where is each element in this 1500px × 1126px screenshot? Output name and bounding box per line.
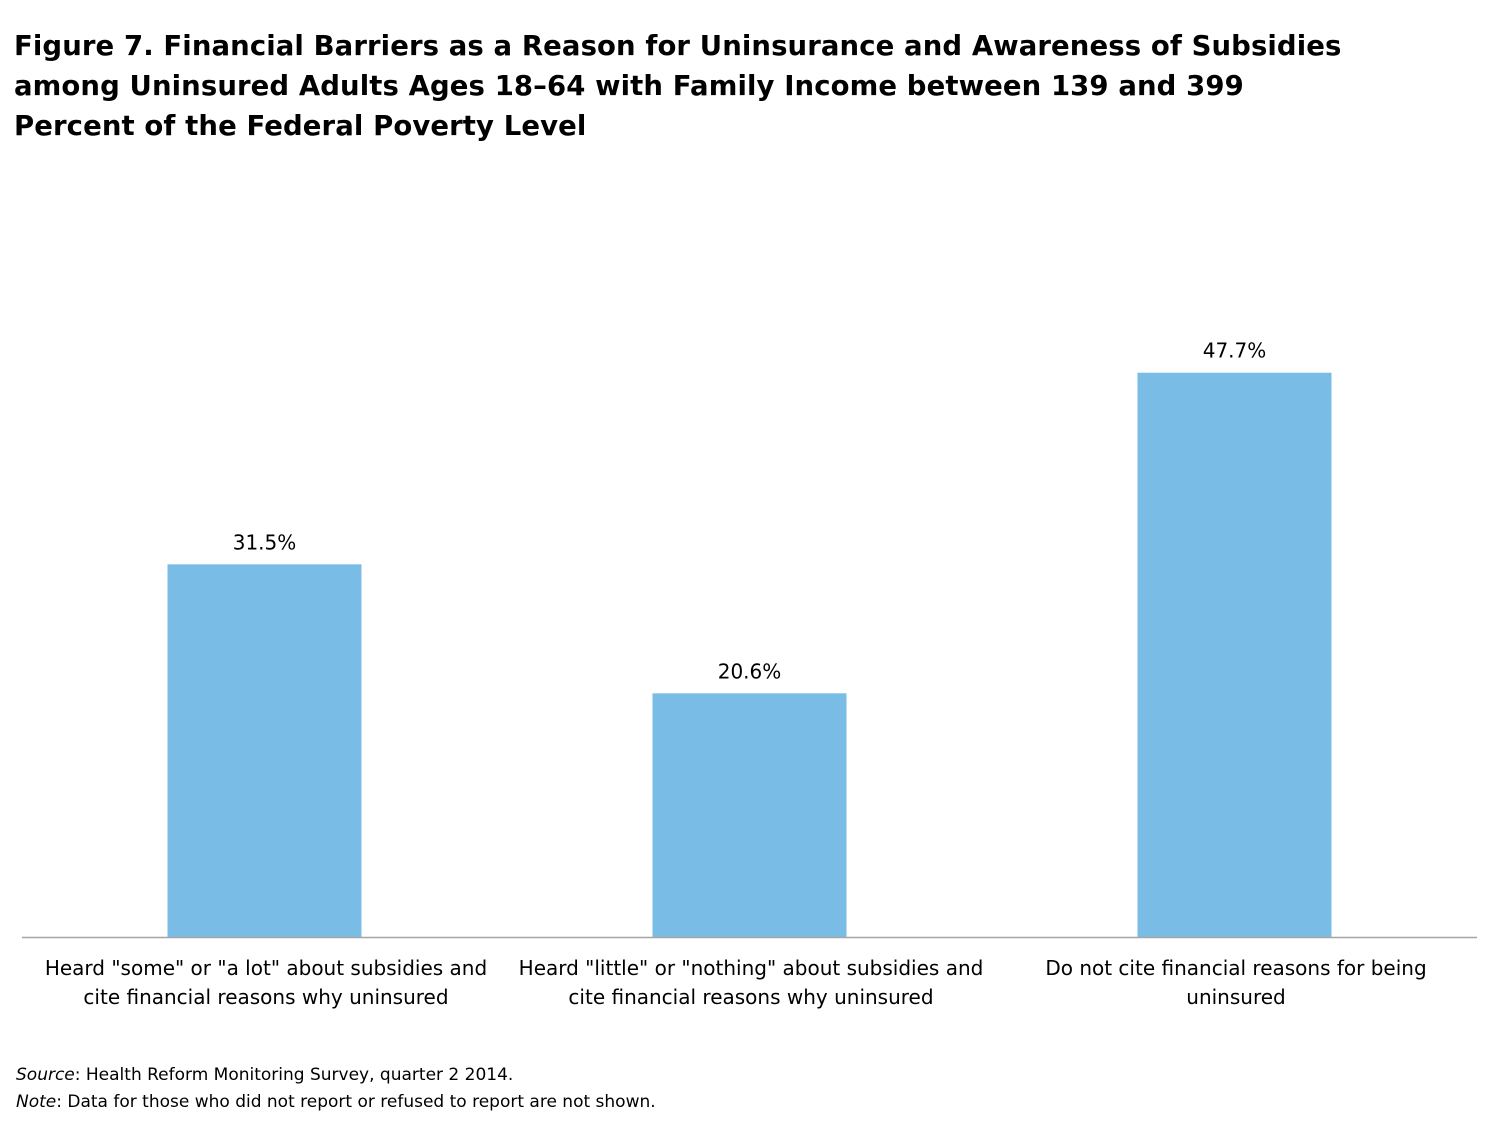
bar <box>1137 372 1332 938</box>
data-label: 20.6% <box>718 659 782 683</box>
note-label: Note <box>16 1092 57 1112</box>
source-text: : Health Reform Monitoring Survey, quart… <box>74 1065 514 1085</box>
note-text: : Data for those who did not report or r… <box>56 1092 656 1112</box>
footnote: Note: Data for those who did not report … <box>16 1091 656 1113</box>
source-note: Source: Health Reform Monitoring Survey,… <box>16 1064 513 1086</box>
chart-title-line: Figure 7. Financial Barriers as a Reason… <box>14 30 1342 62</box>
data-label: 31.5% <box>233 530 297 554</box>
chart-title-line: among Uninsured Adults Ages 18–64 with F… <box>14 70 1244 102</box>
x-tick-label: Do not cite financial reasons for being … <box>1045 956 1427 1009</box>
x-tick-label: Heard "some" or "a lot" about subsidies … <box>44 956 488 1009</box>
bar <box>652 693 847 937</box>
chart-title: Figure 7. Financial Barriers as a Reason… <box>14 26 1454 146</box>
bar <box>167 564 362 937</box>
x-tick-label: Heard "little" or "nothing" about subsid… <box>518 956 984 1009</box>
data-label: 47.7% <box>1203 339 1267 363</box>
chart-title-line: Percent of the Federal Poverty Level <box>14 110 587 142</box>
source-label: Source <box>16 1065 75 1085</box>
